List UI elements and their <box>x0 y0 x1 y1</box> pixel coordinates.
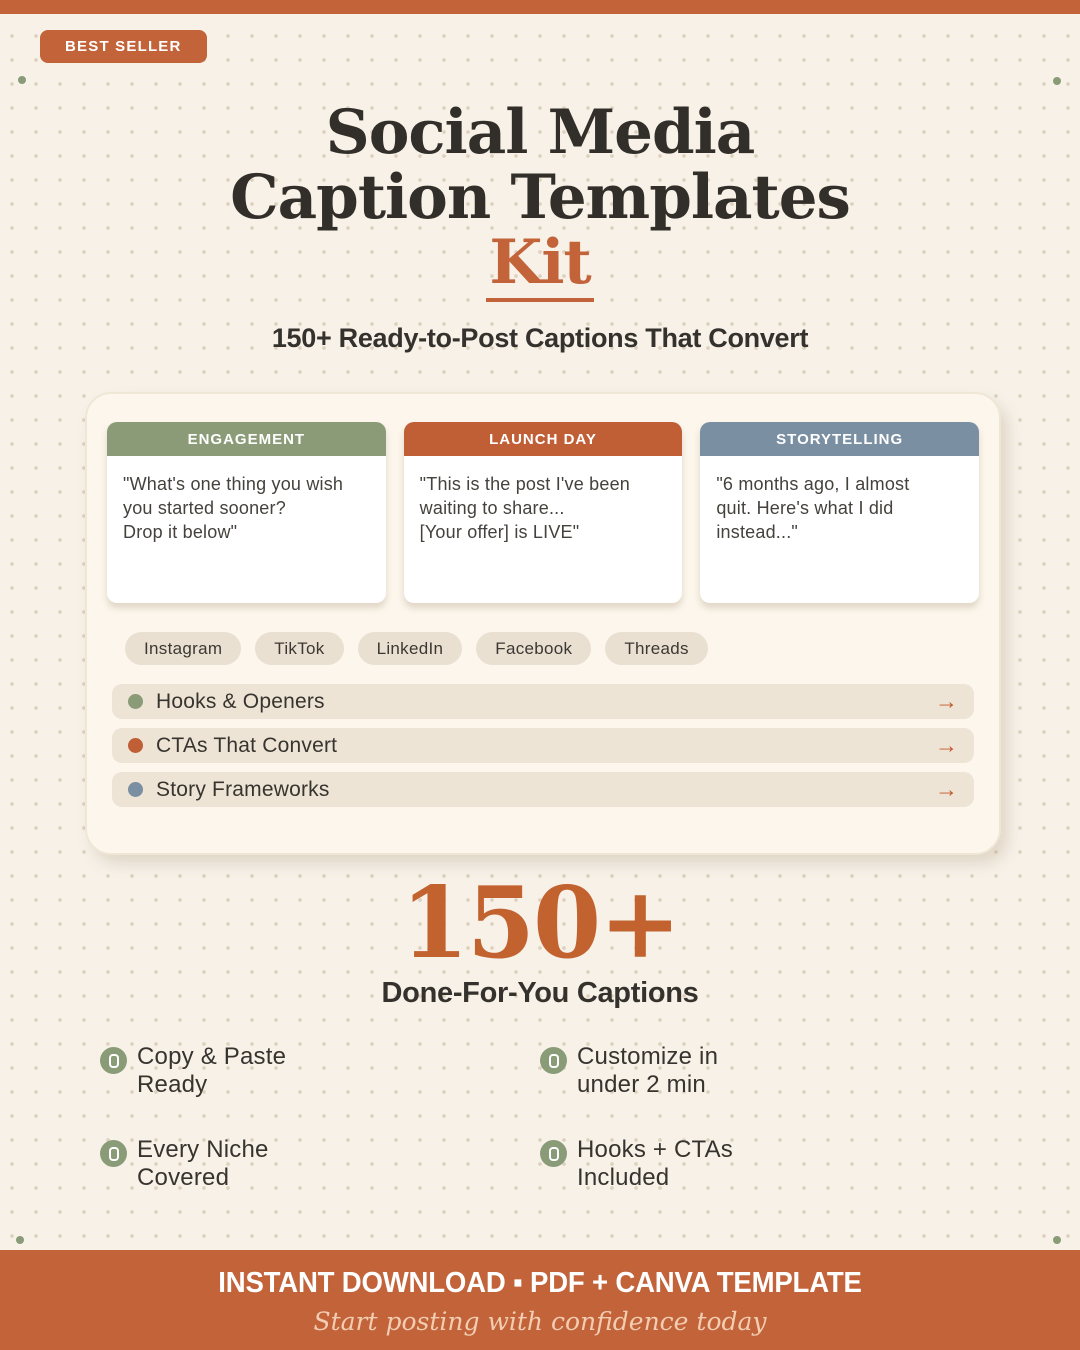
footer-headline: INSTANT DOWNLOAD ▪ PDF + CANVA TEMPLATE <box>218 1267 862 1299</box>
arrow-right-icon: → <box>935 776 958 802</box>
check-icon <box>100 1140 127 1167</box>
feature-hooks-ctas: Hooks + CTAs Included <box>540 1136 980 1192</box>
pill-facebook[interactable]: Facebook <box>476 632 592 665</box>
corner-dot-bottom-right <box>1053 1236 1061 1244</box>
header: Social Media Caption Templates Kit 150+ … <box>0 100 1080 354</box>
page-subtitle: 150+ Ready-to-Post Captions That Convert <box>271 323 809 353</box>
feature-every-niche: Every Niche Covered <box>100 1136 540 1192</box>
stat-number: 150+ <box>400 866 682 981</box>
stat-label: Done-For-You Captions <box>381 977 699 1009</box>
slate-dot-icon <box>128 782 143 797</box>
feature-copy-paste: Copy & Paste Ready <box>100 1043 540 1099</box>
example-card-storytelling: STORYTELLING "6 months ago, I almost qui… <box>700 422 980 603</box>
example-card-launch-day: LAUNCH DAY "This is the post I've been w… <box>403 422 683 603</box>
best-seller-badge: BEST SELLER <box>40 30 207 63</box>
pill-instagram[interactable]: Instagram <box>125 632 242 665</box>
arrow-right-icon: → <box>935 688 958 714</box>
arrow-right-icon: → <box>935 732 958 758</box>
page-title-kit: Kit <box>486 232 594 302</box>
storytelling-card-header: STORYTELLING <box>700 422 980 456</box>
check-icon <box>540 1047 567 1074</box>
corner-dot-top-right <box>1053 77 1061 85</box>
category-example-cards: ENGAGEMENT "What's one thing you wish yo… <box>107 422 980 603</box>
check-glyph <box>108 1053 119 1068</box>
page-title-line2: Caption Templates <box>230 162 851 233</box>
launch-day-card-quote: "This is the post I've been waiting to s… <box>419 474 631 542</box>
stat-section: 150+ Done-For-You Captions <box>0 874 1080 1010</box>
pill-linkedin[interactable]: LinkedIn <box>357 632 463 665</box>
launch-day-card-header: LAUNCH DAY <box>403 422 683 456</box>
engagement-card-quote: "What's one thing you wish you started s… <box>123 474 344 542</box>
feature-label: Every Niche Covered <box>137 1136 269 1191</box>
check-icon <box>100 1047 127 1074</box>
check-glyph <box>548 1053 559 1068</box>
check-glyph <box>108 1146 119 1161</box>
row-label: CTAs That Convert <box>156 733 338 757</box>
top-accent-bar <box>0 0 1080 14</box>
storytelling-card-quote: "6 months ago, I almost quit. Here's wha… <box>716 474 910 542</box>
green-dot-icon <box>128 694 143 709</box>
footer-tagline: Start posting with confidence today <box>313 1307 767 1336</box>
pill-threads[interactable]: Threads <box>605 632 708 665</box>
row-label: Story Frameworks <box>156 777 330 801</box>
row-ctas-convert[interactable]: CTAs That Convert → <box>112 728 974 763</box>
pill-tiktok[interactable]: TikTok <box>255 632 344 665</box>
corner-dot-bottom-left <box>16 1236 24 1244</box>
platform-pills: Instagram TikTok LinkedIn Facebook Threa… <box>125 632 974 665</box>
corner-dot-top-left <box>18 76 26 84</box>
example-card-engagement: ENGAGEMENT "What's one thing you wish yo… <box>107 422 386 603</box>
row-story-frameworks[interactable]: Story Frameworks → <box>112 772 974 807</box>
row-hooks-openers[interactable]: Hooks & Openers → <box>112 684 974 719</box>
footer-bar: INSTANT DOWNLOAD ▪ PDF + CANVA TEMPLATE … <box>0 1250 1080 1350</box>
category-rows: Hooks & Openers → CTAs That Convert → St… <box>112 684 974 807</box>
feature-label: Customize in under 2 min <box>577 1043 719 1098</box>
templates-preview-card: ENGAGEMENT "What's one thing you wish yo… <box>85 392 1001 855</box>
features-grid: Copy & Paste Ready Customize in under 2 … <box>100 1043 1000 1192</box>
engagement-card-header: ENGAGEMENT <box>107 422 386 456</box>
feature-label: Hooks + CTAs Included <box>577 1136 733 1191</box>
check-glyph <box>548 1146 559 1161</box>
orange-dot-icon <box>128 738 143 753</box>
check-icon <box>540 1140 567 1167</box>
feature-customize: Customize in under 2 min <box>540 1043 980 1099</box>
row-label: Hooks & Openers <box>156 689 325 713</box>
page-title-line1: Social Media <box>325 97 756 168</box>
feature-label: Copy & Paste Ready <box>137 1043 287 1098</box>
